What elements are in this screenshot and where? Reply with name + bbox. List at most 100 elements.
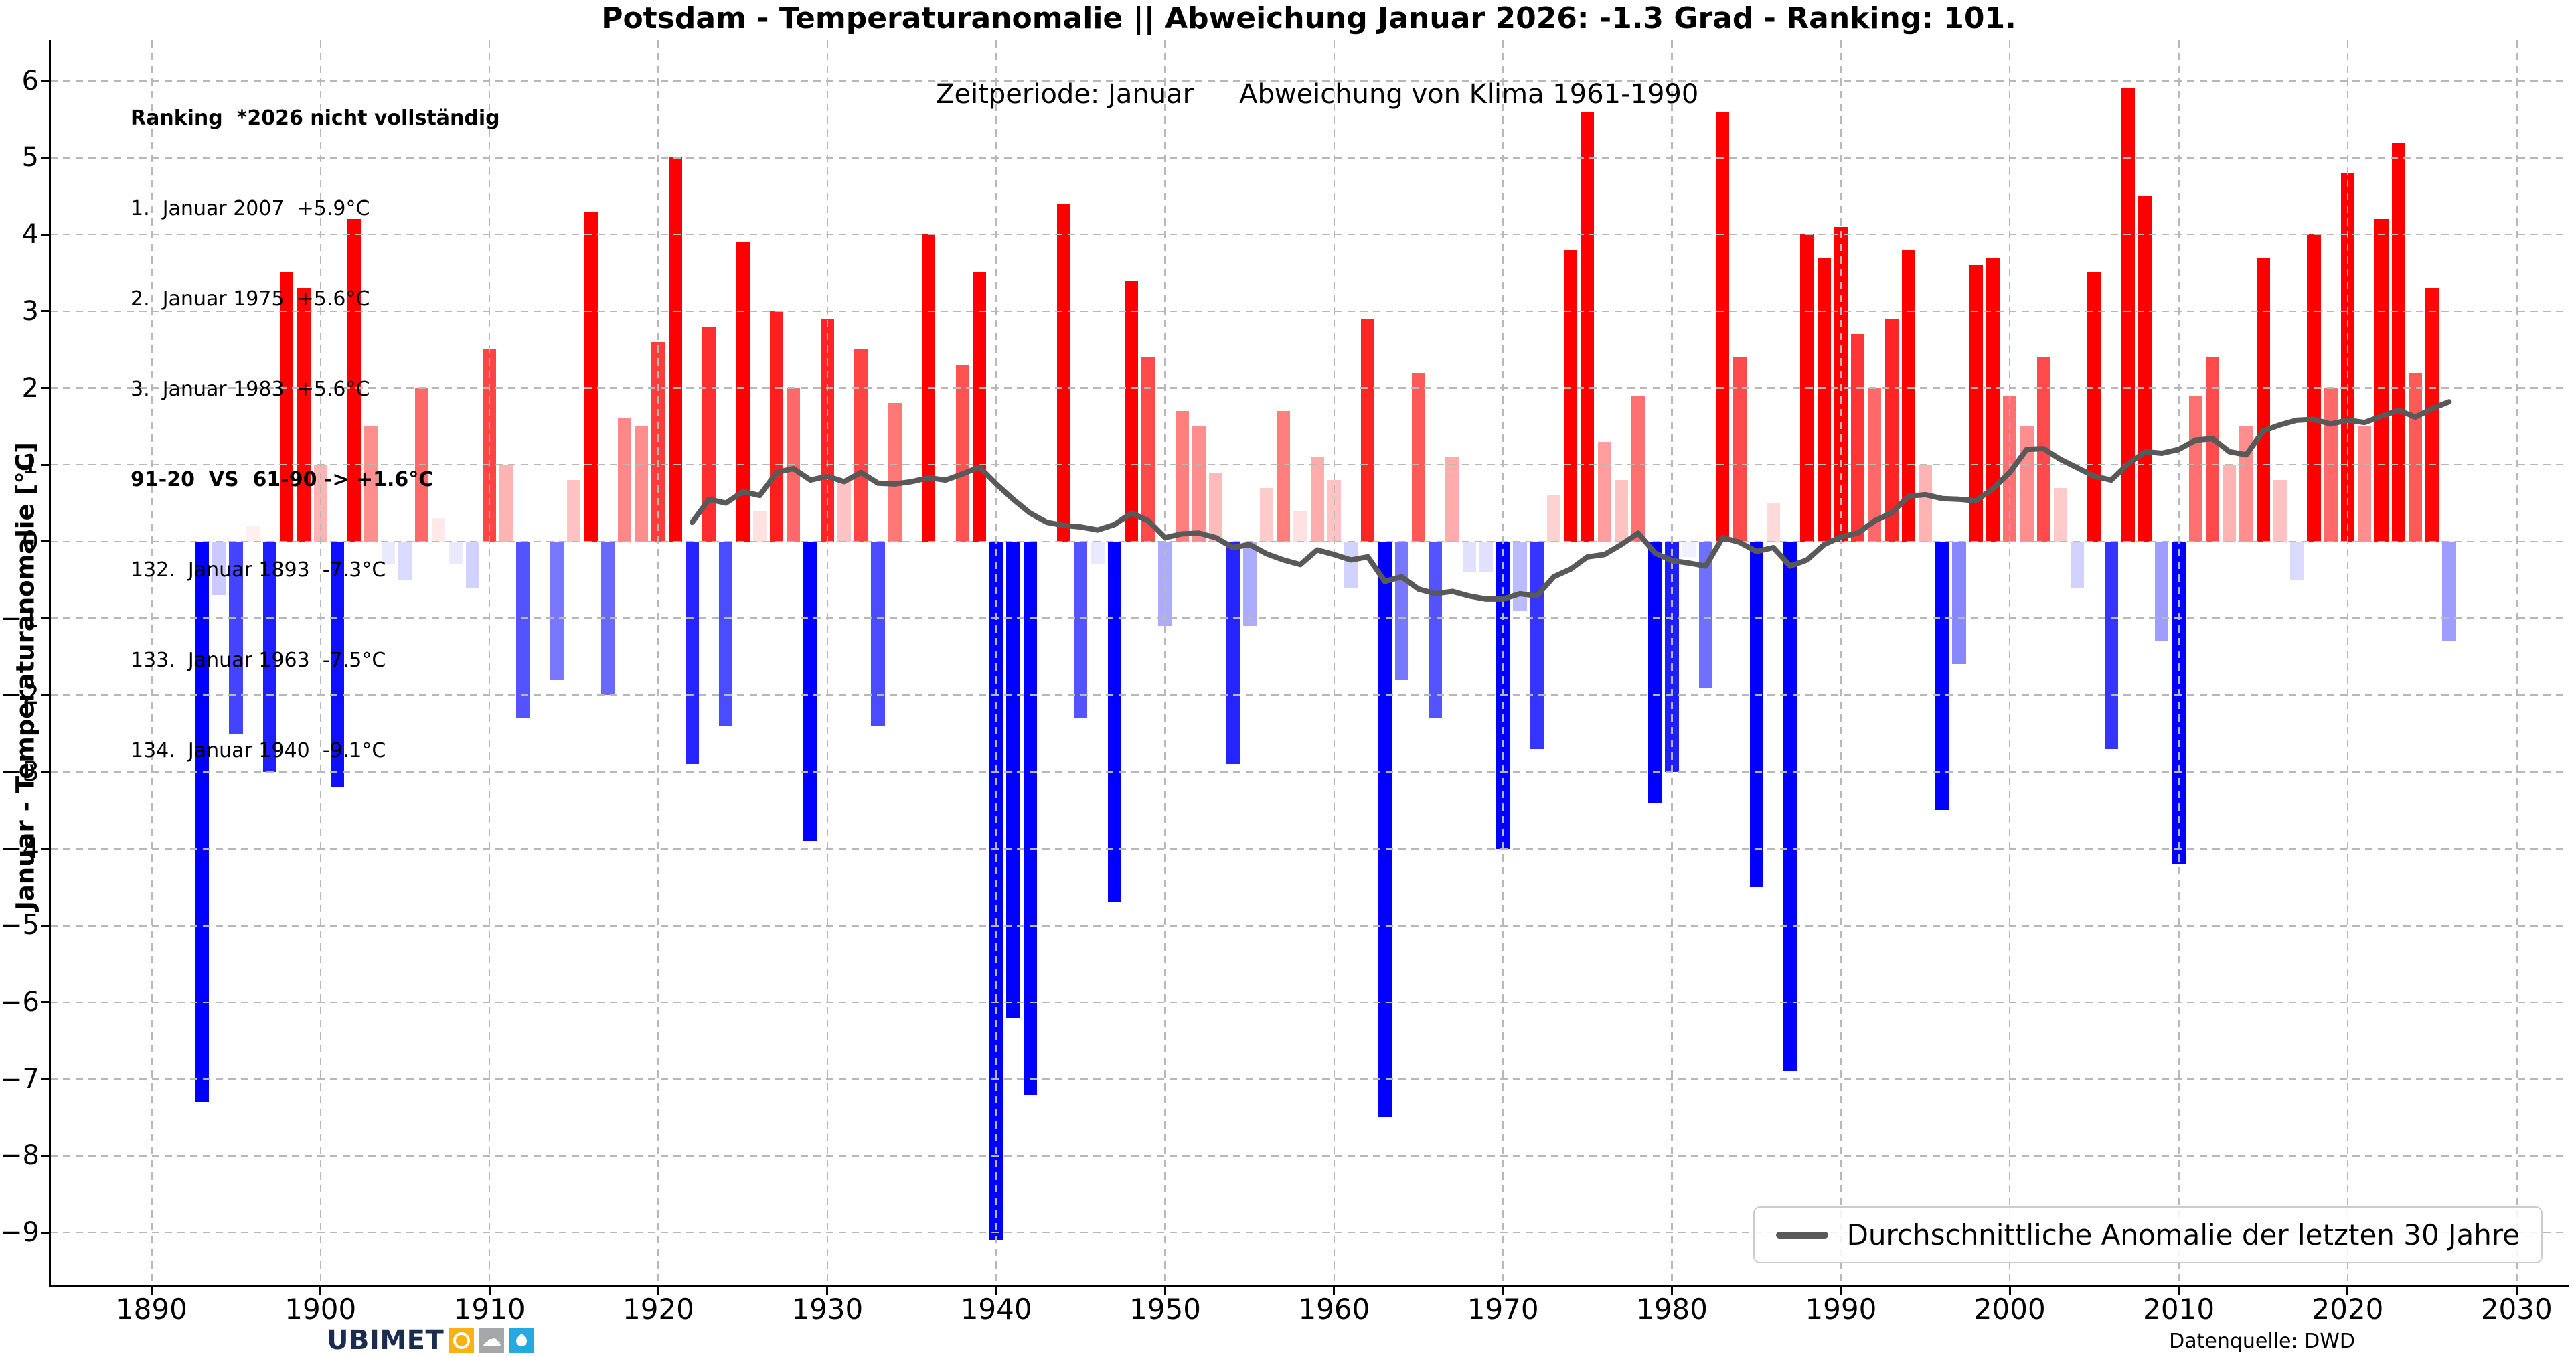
bar-1903 [364, 426, 378, 542]
bar-1978 [1631, 395, 1645, 542]
gridline-y--9 [50, 1231, 2567, 1234]
bar-1967 [1445, 457, 1459, 542]
bar-1897 [262, 541, 277, 772]
gridline-x-1930 [826, 40, 829, 1285]
bar-1982 [1698, 541, 1713, 688]
y-axis-spine [49, 40, 51, 1287]
gridline-y--3 [50, 771, 2567, 773]
x-tick-mark-1920 [657, 1286, 659, 1295]
y-tick-mark--2 [41, 694, 50, 696]
bar-1966 [1429, 541, 1443, 718]
bar-2015 [2256, 257, 2270, 542]
bar-1962 [1361, 319, 1375, 542]
gridline-y-0 [50, 540, 2567, 543]
y-tick-mark-2 [41, 387, 50, 389]
x-tick-label-1960: 1960 [1298, 1293, 1370, 1326]
bar-2007 [2121, 88, 2135, 542]
bar-1904 [381, 541, 395, 565]
ubimet-logo: UBIMET ☁ [327, 1325, 535, 1356]
bar-1941 [1006, 541, 1020, 1018]
x-tick-mark-1980 [1671, 1286, 1674, 1295]
bar-1933 [871, 541, 885, 726]
bar-2025 [2425, 288, 2439, 542]
gridline-y-2 [50, 387, 2567, 389]
bar-1945 [1074, 541, 1088, 718]
bar-1985 [1749, 541, 1763, 887]
ranking-top-2: 2. Januar 1975 +5.6°C [131, 287, 370, 311]
gridline-y--7 [50, 1078, 2567, 1080]
bar-1942 [1023, 541, 1037, 1095]
y-tick-label-5: 5 [21, 142, 39, 173]
bar-1934 [888, 403, 902, 542]
bar-1919 [635, 426, 649, 542]
bar-2013 [2223, 465, 2237, 542]
bar-1952 [1192, 426, 1206, 542]
y-tick-label--9: −9 [0, 1217, 39, 1249]
bar-1954 [1226, 541, 1240, 765]
ranking-bottom-134: 134. Januar 1940 -9.1°C [131, 739, 386, 763]
gridline-x-1950 [1164, 40, 1166, 1285]
y-tick-mark-1 [41, 463, 50, 466]
bar-1949 [1141, 357, 1155, 542]
bar-1924 [719, 541, 733, 726]
x-tick-mark-1900 [319, 1286, 322, 1295]
legend-label: Durchschnittliche Anomalie der letzten 3… [1846, 1218, 2520, 1251]
y-tick-label--7: −7 [0, 1063, 39, 1095]
sun-icon [449, 1328, 475, 1353]
bar-2004 [2071, 541, 2085, 588]
bar-2009 [2155, 541, 2169, 641]
gridline-x-1960 [1333, 40, 1336, 1285]
droplet-icon [509, 1328, 535, 1353]
y-tick-mark-5 [41, 156, 50, 159]
x-tick-mark-1970 [1502, 1286, 1504, 1295]
gridline-x-1890 [151, 40, 153, 1285]
bar-1975 [1581, 111, 1595, 542]
bar-2021 [2358, 426, 2372, 542]
x-tick-label-1930: 1930 [791, 1293, 864, 1326]
bar-1896 [246, 526, 260, 542]
bar-1922 [685, 541, 700, 765]
legend-line-sample [1775, 1231, 1828, 1239]
bar-1953 [1209, 472, 1223, 542]
bar-1986 [1766, 503, 1781, 542]
gridline-x-1980 [1671, 40, 1673, 1285]
gridline-y--2 [50, 694, 2567, 696]
y-tick-mark--4 [41, 848, 50, 850]
y-tick-label--1: −1 [0, 603, 39, 634]
bar-1946 [1091, 541, 1105, 565]
x-tick-label-1970: 1970 [1467, 1293, 1539, 1326]
ranking-comparison: 91-20 VS 61-90 -> +1.6°C [131, 468, 434, 491]
y-tick-label-2: 2 [21, 372, 39, 404]
bar-1931 [837, 480, 852, 542]
bar-1912 [516, 541, 530, 718]
y-tick-label-6: 6 [21, 65, 39, 96]
ranking-box: Ranking *2026 nicht vollständig 1. Janua… [131, 43, 500, 796]
bar-1899 [297, 288, 311, 542]
ranking-bottom-132: 132. Januar 1893 -7.3°C [131, 558, 386, 582]
gridline-y--8 [50, 1155, 2567, 1157]
gridline-x-1900 [319, 40, 321, 1285]
ranking-header: Ranking *2026 nicht vollständig [131, 106, 500, 130]
bar-1921 [668, 157, 682, 542]
gridline-y-4 [50, 233, 2567, 236]
bar-1973 [1546, 495, 1560, 542]
bar-2017 [2290, 541, 2304, 580]
gridline-x-1910 [488, 40, 491, 1285]
y-tick-label--4: −4 [0, 833, 39, 864]
bar-1938 [955, 365, 969, 542]
bar-1956 [1259, 487, 1273, 542]
bar-1918 [617, 418, 632, 542]
x-tick-label-1990: 1990 [1805, 1293, 1877, 1326]
gridline-x-1920 [657, 40, 659, 1285]
chart-title: Potsdam - Temperaturanomalie || Abweichu… [601, 1, 2016, 35]
bar-1895 [229, 541, 243, 734]
x-tick-label-1950: 1950 [1129, 1293, 1201, 1326]
y-tick-label--3: −3 [0, 756, 39, 787]
bar-2016 [2273, 480, 2287, 542]
bar-1989 [1817, 257, 1831, 542]
y-tick-label--6: −6 [0, 986, 39, 1018]
bar-1939 [972, 272, 986, 542]
bar-1998 [1969, 265, 1983, 542]
bar-1948 [1124, 280, 1139, 542]
bar-1916 [584, 211, 598, 542]
